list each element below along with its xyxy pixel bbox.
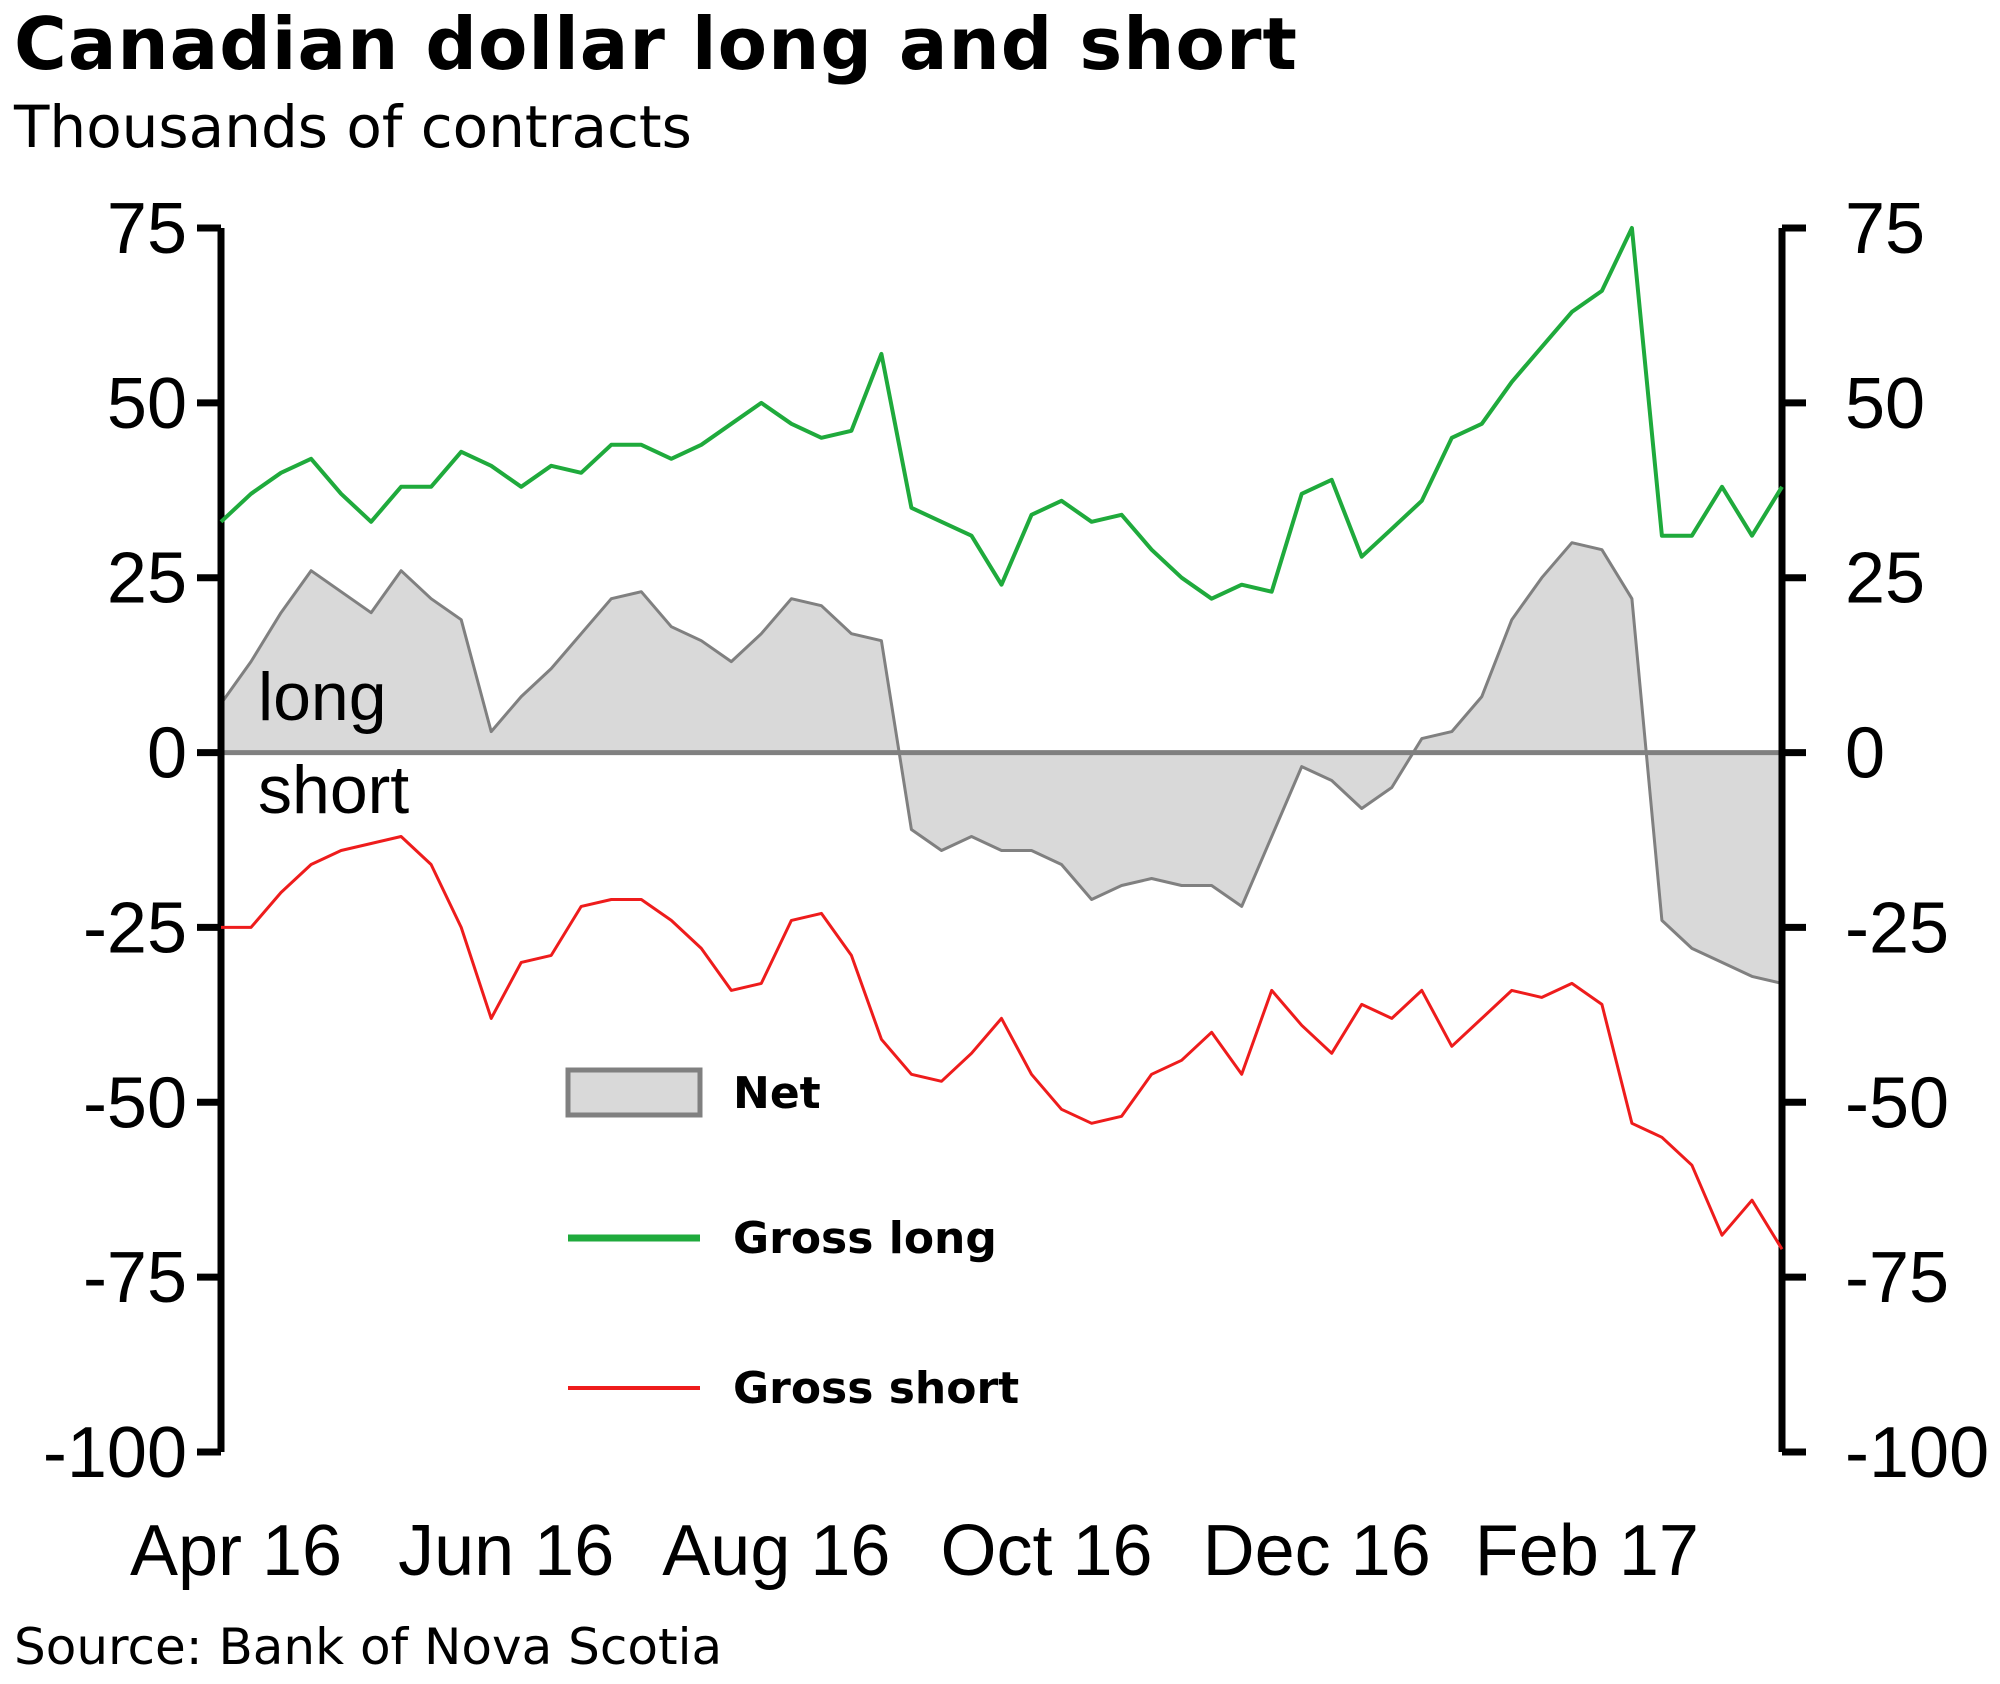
left-y-tick-label: 25: [107, 539, 187, 619]
legend-item-net: Net: [565, 1067, 821, 1119]
right-y-tick-label: -75: [1845, 1238, 1949, 1318]
legend: Net Gross long Gross short: [565, 1067, 1019, 1414]
right-y-tick-label: -25: [1845, 888, 1949, 968]
left-y-tick-label: -50: [83, 1063, 187, 1143]
legend-label-gross-short: Gross short: [733, 1363, 1019, 1414]
left-y-tick-label: 75: [107, 189, 187, 269]
legend-swatch-net: [565, 1067, 703, 1118]
legend-label-net: Net: [733, 1068, 821, 1119]
legend-label-gross-long: Gross long: [733, 1213, 997, 1264]
right-y-tick-label: 75: [1845, 189, 1925, 269]
legend-item-gross-long: Gross long: [568, 1213, 997, 1264]
legend-item-gross-short: Gross short: [568, 1363, 1019, 1414]
annotation-short: short: [258, 752, 409, 828]
chart-title: Canadian dollar long and short: [14, 2, 1298, 86]
right-y-tick-label: 50: [1845, 364, 1925, 444]
left-y-tick-label: -100: [43, 1413, 187, 1493]
right-y-tick-label: -50: [1845, 1063, 1949, 1143]
x-tick-label: Oct 16: [940, 1511, 1152, 1591]
right-y-tick-label: 0: [1845, 714, 1885, 794]
left-y-tick-label: -75: [83, 1238, 187, 1318]
source-note: Source: Bank of Nova Scotia: [14, 1618, 723, 1676]
series-lines-layer: [219, 226, 1784, 1250]
left-y-tick-label: 50: [107, 364, 187, 444]
gross-short-line: [221, 835, 1784, 1250]
axes-layer: 75 75 50 50 25 25 0 0 -25 -25 -50 -50 -75 -75 -100 -100…: [43, 189, 1989, 1591]
net-area: [221, 542, 1782, 984]
left-y-tick-label: -25: [83, 888, 187, 968]
gross-long-line: [219, 226, 1784, 601]
x-tick-label: Apr 16: [130, 1511, 342, 1591]
left-y-tick-label: 0: [147, 714, 187, 794]
chart-subtitle: Thousands of contracts: [14, 93, 692, 161]
right-y-tick-label: 25: [1845, 539, 1925, 619]
right-y-tick-label: -100: [1845, 1413, 1989, 1493]
x-tick-label: Dec 16: [1203, 1511, 1431, 1591]
net-area-layer: [219, 541, 1783, 985]
x-tick-label: Jun 16: [398, 1511, 614, 1591]
x-tick-label: Feb 17: [1475, 1511, 1699, 1591]
x-tick-label: Aug 16: [662, 1511, 890, 1591]
annotation-long: long: [258, 659, 387, 735]
